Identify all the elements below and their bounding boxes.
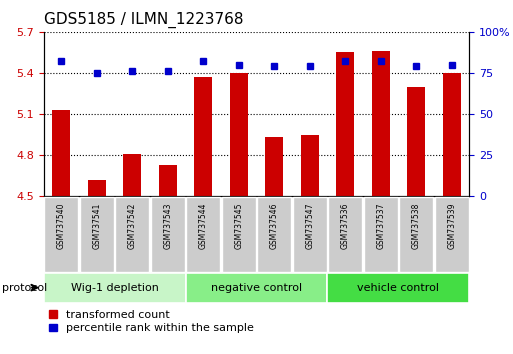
Bar bbox=[52, 110, 70, 196]
Bar bbox=[337, 52, 354, 196]
Bar bbox=[407, 87, 425, 196]
Text: GSM737539: GSM737539 bbox=[447, 202, 456, 249]
Text: GSM737546: GSM737546 bbox=[270, 202, 279, 249]
Bar bbox=[301, 135, 319, 196]
Bar bbox=[364, 197, 398, 272]
Text: GSM737537: GSM737537 bbox=[376, 202, 385, 249]
Bar bbox=[186, 197, 220, 272]
Text: GSM737542: GSM737542 bbox=[128, 202, 137, 249]
Bar bbox=[222, 197, 256, 272]
Bar bbox=[372, 51, 389, 196]
Bar bbox=[293, 197, 327, 272]
Bar bbox=[124, 154, 141, 196]
Bar bbox=[435, 197, 469, 272]
Text: GSM737541: GSM737541 bbox=[92, 202, 102, 249]
Bar bbox=[44, 197, 78, 272]
Bar bbox=[44, 273, 186, 303]
Bar bbox=[230, 73, 248, 196]
Bar bbox=[399, 197, 433, 272]
Legend: transformed count, percentile rank within the sample: transformed count, percentile rank withi… bbox=[49, 310, 254, 333]
Bar bbox=[443, 73, 461, 196]
Bar bbox=[257, 197, 291, 272]
Bar bbox=[186, 273, 327, 303]
Bar bbox=[194, 77, 212, 196]
Text: GSM737544: GSM737544 bbox=[199, 202, 208, 249]
Bar bbox=[265, 137, 283, 196]
Text: vehicle control: vehicle control bbox=[358, 282, 440, 293]
Bar bbox=[328, 197, 362, 272]
Text: negative control: negative control bbox=[211, 282, 302, 293]
Bar bbox=[159, 165, 176, 196]
Bar bbox=[327, 273, 469, 303]
Text: protocol: protocol bbox=[2, 282, 47, 293]
Text: GSM737536: GSM737536 bbox=[341, 202, 350, 249]
Text: GDS5185 / ILMN_1223768: GDS5185 / ILMN_1223768 bbox=[44, 12, 243, 28]
Text: GSM737545: GSM737545 bbox=[234, 202, 243, 249]
Text: GSM737547: GSM737547 bbox=[305, 202, 314, 249]
Text: GSM737543: GSM737543 bbox=[163, 202, 172, 249]
Text: GSM737540: GSM737540 bbox=[57, 202, 66, 249]
Bar bbox=[80, 197, 114, 272]
Bar bbox=[115, 197, 149, 272]
Bar bbox=[88, 180, 106, 196]
Text: Wig-1 depletion: Wig-1 depletion bbox=[71, 282, 159, 293]
Bar bbox=[151, 197, 185, 272]
Text: GSM737538: GSM737538 bbox=[411, 202, 421, 249]
